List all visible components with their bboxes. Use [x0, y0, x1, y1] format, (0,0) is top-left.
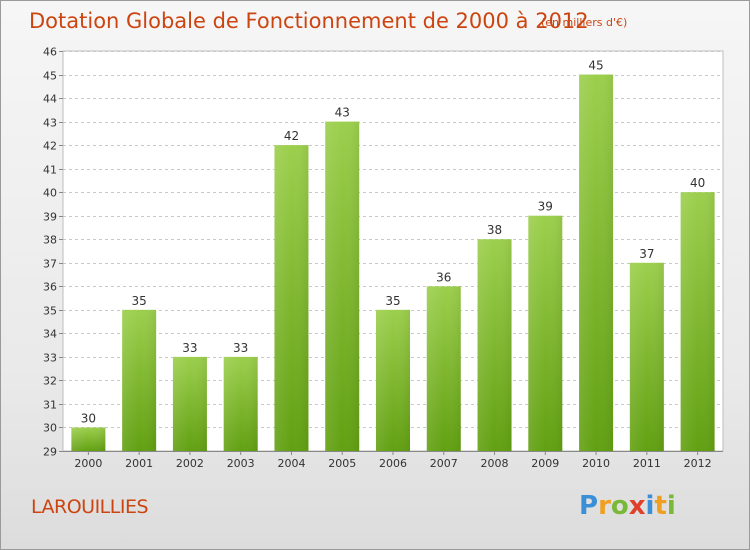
chart-title: Dotation Globale de Fonctionnement de 20…: [29, 9, 589, 33]
x-tick-label: 2001: [125, 457, 153, 470]
bar-shine: [629, 262, 664, 451]
y-tick-label: 29: [43, 446, 57, 459]
brand-letter: o: [610, 491, 629, 521]
y-tick-label: 41: [43, 164, 57, 177]
x-tick-label: 2005: [328, 457, 356, 470]
bar-shine: [274, 145, 309, 451]
x-tick-label: 2007: [430, 457, 458, 470]
bar-value-label: 37: [639, 247, 654, 261]
x-tick-label: 2010: [582, 457, 610, 470]
y-tick-label: 39: [43, 211, 57, 224]
bar-shine: [172, 356, 207, 451]
bar-value-label: 30: [81, 411, 96, 425]
y-tick-label: 37: [43, 258, 57, 271]
bar-shine: [477, 239, 512, 451]
bar-shine: [376, 309, 410, 451]
bar-value-label: 43: [335, 106, 350, 120]
bar-value-label: 36: [436, 270, 451, 284]
y-tick-label: 36: [43, 281, 57, 294]
y-tick-label: 32: [43, 375, 57, 388]
x-tick-label: 2011: [633, 457, 661, 470]
bar-value-label: 38: [487, 223, 502, 237]
bar-shine: [122, 309, 157, 451]
y-tick-label: 44: [43, 93, 57, 106]
y-tick-label: 42: [43, 140, 57, 153]
brand-letter: P: [579, 491, 599, 521]
y-tick-label: 34: [43, 328, 57, 341]
brand-letter: x: [628, 491, 646, 521]
proxiti-logo: Proxiti: [579, 491, 676, 521]
y-tick-label: 33: [43, 352, 57, 365]
y-tick-label: 46: [43, 46, 57, 59]
bar-shine: [426, 286, 461, 451]
y-tick-label: 31: [43, 399, 57, 412]
brand-letter: t: [654, 491, 667, 521]
x-tick-label: 2009: [531, 457, 559, 470]
bar-shine: [528, 215, 563, 451]
x-tick-label: 2006: [379, 457, 407, 470]
bar-shine: [71, 427, 106, 451]
x-tick-label: 2004: [277, 457, 305, 470]
y-tick-label: 35: [43, 305, 57, 318]
bar-value-label: 33: [233, 341, 248, 355]
x-tick-label: 2012: [684, 457, 712, 470]
y-tick-label: 43: [43, 117, 57, 130]
y-tick-label: 45: [43, 70, 57, 83]
brand-letter: i: [666, 491, 676, 521]
bar-shine: [579, 74, 614, 451]
y-tick-label: 40: [43, 187, 57, 200]
commune-name: LAROUILLIES: [31, 496, 149, 518]
x-tick-label: 2008: [481, 457, 509, 470]
x-tick-label: 2002: [176, 457, 204, 470]
bar-value-label: 45: [588, 59, 603, 73]
bar-value-label: 35: [132, 294, 147, 308]
x-tick-label: 2003: [227, 457, 255, 470]
bar-shine: [680, 192, 715, 452]
bar-value-label: 39: [538, 200, 553, 214]
bar-value-label: 40: [690, 176, 705, 190]
chart-unit-note: (en milliers d'€): [541, 16, 628, 29]
y-tick-label: 30: [43, 422, 57, 435]
bar-shine: [325, 121, 360, 452]
x-tick-label: 2000: [74, 457, 102, 470]
bar-value-label: 42: [284, 129, 299, 143]
brand-letter: r: [598, 491, 611, 521]
bar-shine: [223, 356, 258, 451]
bar-value-label: 33: [182, 341, 197, 355]
brand-letter: i: [645, 491, 655, 521]
y-tick-label: 38: [43, 234, 57, 247]
bar-value-label: 35: [385, 294, 400, 308]
